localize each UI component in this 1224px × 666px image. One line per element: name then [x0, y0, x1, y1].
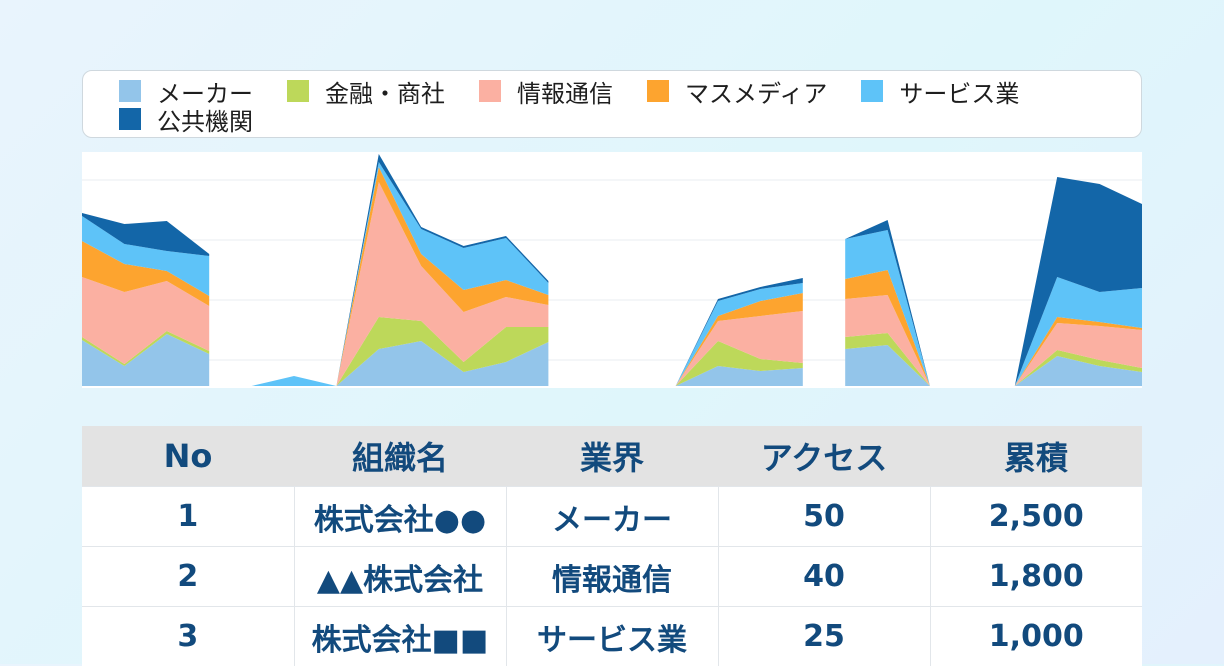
legend-item-finance-trading: 金融・商社 [287, 77, 445, 105]
legend-item-it-telecom: 情報通信 [479, 77, 613, 105]
cell-no: 2 [82, 547, 294, 607]
table-row: 3 株式会社■■ サービス業 25 1,000 [82, 607, 1142, 666]
legend-swatch [647, 80, 669, 102]
legend-label: 公共機関 [157, 102, 253, 137]
legend-swatch [479, 80, 501, 102]
legend-item-service: サービス業 [861, 77, 1019, 105]
access-ranking-table: No 組織名 業界 アクセス 累積 1 株式会社●● メーカー 50 2,500… [82, 426, 1142, 666]
legend-swatch [119, 108, 141, 130]
legend-item-public-sector: 公共機関 [119, 105, 253, 133]
column-header-cumulative: 累積 [930, 426, 1142, 487]
cell-cumulative: 1,000 [930, 607, 1142, 666]
cell-access: 50 [718, 487, 930, 547]
cell-cumulative: 2,500 [930, 487, 1142, 547]
cell-organization: 株式会社■■ [294, 607, 506, 666]
cell-no: 1 [82, 487, 294, 547]
legend-swatch [119, 80, 141, 102]
cell-industry: 情報通信 [506, 547, 718, 607]
legend-swatch [861, 80, 883, 102]
cell-no: 3 [82, 607, 294, 666]
legend-label: 情報通信 [517, 74, 613, 109]
chart-canvas [82, 152, 1142, 388]
table-row: 1 株式会社●● メーカー 50 2,500 [82, 487, 1142, 547]
chart-grid [82, 180, 1142, 360]
cell-cumulative: 1,800 [930, 547, 1142, 607]
table-row: 2 ▲▲株式会社 情報通信 40 1,800 [82, 547, 1142, 607]
table-header-row: No 組織名 業界 アクセス 累積 [82, 426, 1142, 487]
legend-label: サービス業 [899, 74, 1019, 109]
legend-swatch [287, 80, 309, 102]
cell-industry: サービス業 [506, 607, 718, 666]
cell-organization: ▲▲株式会社 [294, 547, 506, 607]
cell-access: 40 [718, 547, 930, 607]
cell-access: 25 [718, 607, 930, 666]
column-header-organization: 組織名 [294, 426, 506, 487]
legend-label: マスメディア [685, 74, 827, 109]
column-header-access: アクセス [718, 426, 930, 487]
column-header-industry: 業界 [506, 426, 718, 487]
column-header-no: No [82, 426, 294, 487]
cell-industry: メーカー [506, 487, 718, 547]
legend-label: 金融・商社 [325, 74, 445, 109]
cell-organization: 株式会社●● [294, 487, 506, 547]
legend-item-mass-media: マスメディア [647, 77, 827, 105]
chart-areas [82, 154, 1142, 386]
chart-legend: メーカー 金融・商社 情報通信 マスメディア サービス業 公共機関 [82, 70, 1142, 138]
stacked-area-chart [82, 152, 1142, 388]
